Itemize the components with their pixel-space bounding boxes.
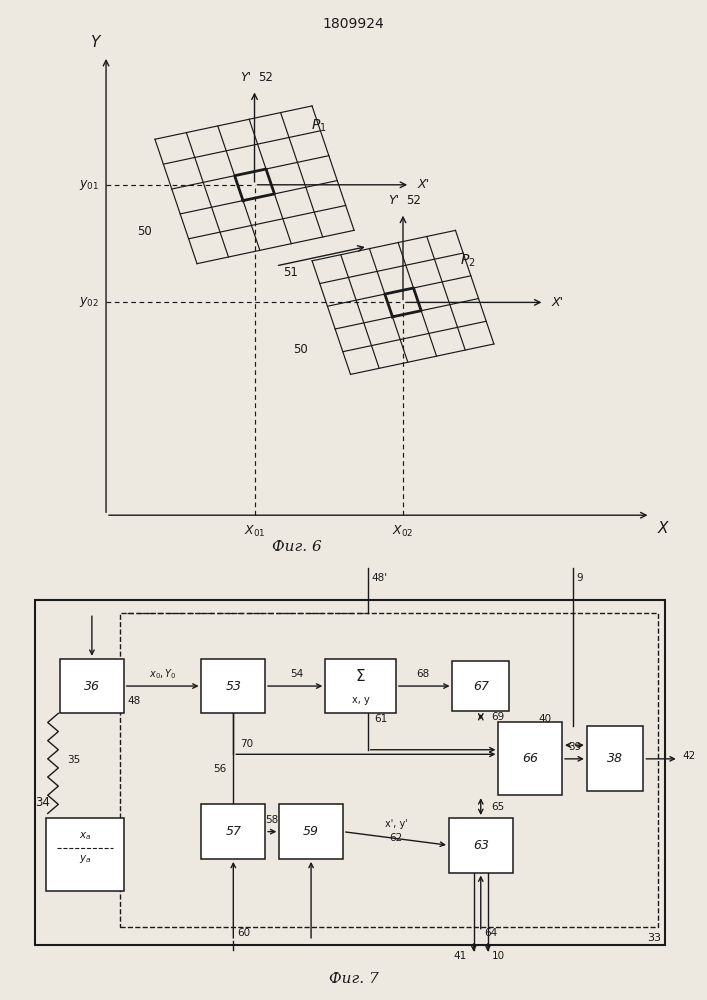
Bar [120, 613, 658, 927]
Text: 39: 39 [568, 742, 581, 752]
Text: $X_{01}$: $X_{01}$ [244, 524, 265, 539]
Bar [201, 659, 265, 713]
Text: 68: 68 [416, 669, 429, 679]
Text: 57: 57 [226, 825, 241, 838]
Text: x', y': x', y' [385, 819, 407, 829]
Text: 69: 69 [491, 712, 505, 722]
Bar [449, 818, 513, 873]
Text: 56: 56 [213, 764, 226, 774]
Text: X': X' [417, 178, 429, 191]
Text: $y_{01}$: $y_{01}$ [79, 178, 99, 192]
Bar [325, 659, 396, 713]
Bar [279, 804, 343, 859]
Text: 41: 41 [453, 951, 467, 961]
Text: 59: 59 [303, 825, 319, 838]
Text: Фиг. 6: Фиг. 6 [272, 540, 322, 554]
Text: 40: 40 [538, 714, 551, 724]
Text: 48: 48 [127, 696, 141, 706]
Bar [201, 804, 265, 859]
Text: 53: 53 [226, 680, 241, 693]
Text: $X_{02}$: $X_{02}$ [392, 524, 414, 539]
Text: $y_{02}$: $y_{02}$ [79, 295, 99, 309]
Text: $P_2$: $P_2$ [460, 252, 475, 269]
Text: $y_a$: $y_a$ [78, 853, 91, 865]
Text: $x_a$: $x_a$ [78, 830, 91, 842]
Text: 35: 35 [67, 755, 81, 765]
Text: 51: 51 [283, 266, 298, 279]
Text: 64: 64 [484, 928, 498, 938]
Text: 1809924: 1809924 [322, 17, 385, 31]
Text: 38: 38 [607, 752, 623, 765]
Text: $x_0, Y_0$: $x_0, Y_0$ [149, 667, 176, 681]
Bar [452, 661, 509, 711]
Text: 42: 42 [682, 751, 696, 761]
Text: Y': Y' [388, 194, 399, 207]
Text: 54: 54 [291, 669, 303, 679]
Text: 70: 70 [240, 739, 254, 749]
Text: 65: 65 [491, 802, 505, 812]
Text: Y: Y [90, 35, 99, 50]
Text: $P_1$: $P_1$ [311, 118, 327, 134]
Text: 48': 48' [371, 573, 387, 583]
Text: 50: 50 [137, 225, 152, 238]
Text: 9: 9 [576, 573, 583, 583]
Text: 67: 67 [473, 680, 489, 693]
Text: 36: 36 [84, 680, 100, 693]
Text: 58: 58 [266, 815, 279, 825]
Bar [46, 818, 124, 891]
Text: x, y: x, y [351, 695, 370, 705]
Text: Y': Y' [240, 71, 251, 84]
Text: Фиг. 7: Фиг. 7 [329, 972, 378, 986]
Text: 10: 10 [491, 951, 505, 961]
Text: 33: 33 [647, 933, 661, 943]
Text: X: X [658, 521, 668, 536]
Text: 62: 62 [390, 833, 402, 843]
Bar [60, 659, 124, 713]
Bar [35, 600, 665, 945]
Text: 60: 60 [237, 928, 250, 938]
Bar [587, 726, 643, 791]
Text: 52: 52 [407, 194, 421, 207]
Text: 34: 34 [35, 796, 50, 809]
Text: 50: 50 [293, 343, 308, 356]
Text: 66: 66 [522, 752, 538, 765]
Text: 52: 52 [258, 71, 273, 84]
Text: X': X' [551, 296, 563, 309]
Text: 63: 63 [473, 839, 489, 852]
Text: 61: 61 [375, 714, 388, 724]
Text: Σ: Σ [356, 669, 366, 684]
Bar [498, 722, 562, 795]
